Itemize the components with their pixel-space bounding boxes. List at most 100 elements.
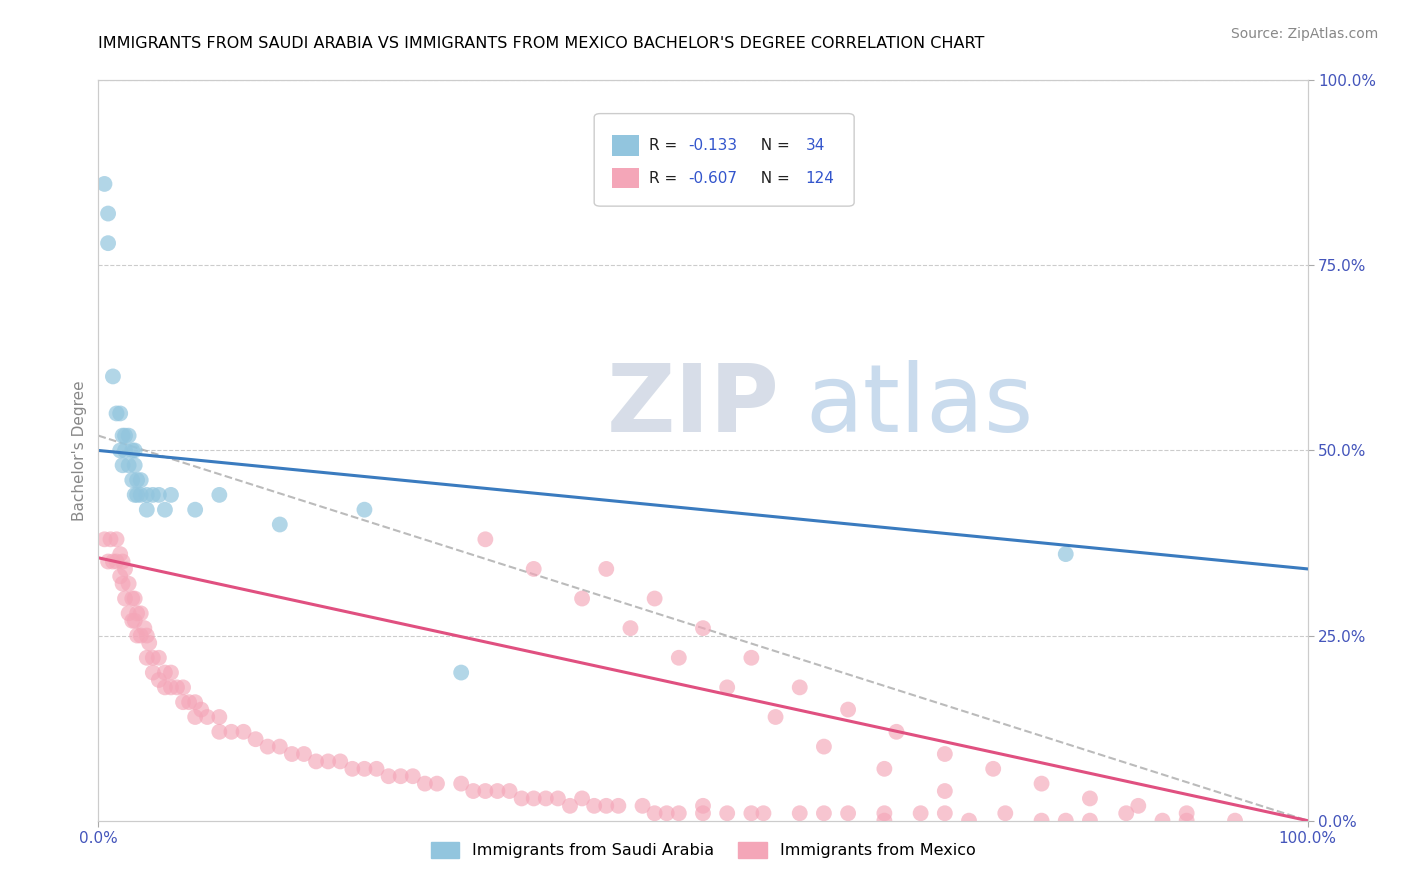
Point	[142, 665, 165, 680]
FancyBboxPatch shape	[613, 135, 638, 156]
Point	[195, 710, 218, 724]
Point	[655, 806, 678, 821]
Point	[93, 177, 115, 191]
Point	[153, 681, 176, 695]
Point	[184, 502, 207, 516]
Point	[118, 458, 141, 473]
Point	[124, 458, 146, 473]
Point	[486, 784, 509, 798]
Point	[910, 806, 932, 821]
Point	[510, 791, 533, 805]
Point	[256, 739, 278, 754]
Point	[127, 628, 149, 642]
Point	[208, 724, 231, 739]
Point	[934, 806, 956, 821]
Point	[153, 502, 176, 516]
Point	[129, 628, 152, 642]
Point	[1078, 791, 1101, 805]
Point	[101, 555, 124, 569]
Point	[269, 739, 291, 754]
Point	[402, 769, 425, 783]
Point	[114, 443, 136, 458]
Point	[595, 562, 617, 576]
Point	[101, 369, 124, 384]
Point	[124, 443, 146, 458]
Point	[329, 755, 352, 769]
Point	[463, 784, 485, 798]
Text: atlas: atlas	[806, 360, 1033, 452]
Point	[353, 502, 375, 516]
Point	[534, 791, 557, 805]
Point	[668, 806, 690, 821]
Point	[1031, 776, 1053, 791]
Point	[114, 591, 136, 606]
Point	[316, 755, 339, 769]
Text: Source: ZipAtlas.com: Source: ZipAtlas.com	[1230, 27, 1378, 41]
Text: R =: R =	[648, 170, 682, 186]
Text: 34: 34	[806, 138, 825, 153]
Point	[138, 636, 160, 650]
Point	[118, 607, 141, 621]
Point	[135, 488, 157, 502]
Text: -0.133: -0.133	[689, 138, 738, 153]
Point	[1175, 814, 1198, 828]
Point	[692, 806, 714, 821]
Point	[142, 488, 165, 502]
Text: N =: N =	[751, 170, 794, 186]
Point	[93, 533, 115, 547]
Point	[208, 710, 231, 724]
Point	[127, 607, 149, 621]
Point	[789, 681, 811, 695]
Point	[1031, 814, 1053, 828]
Point	[934, 747, 956, 761]
Point	[108, 443, 131, 458]
Point	[389, 769, 412, 783]
Point	[190, 703, 212, 717]
Point	[148, 673, 170, 687]
Point	[668, 650, 690, 665]
Point	[111, 576, 134, 591]
Point	[245, 732, 267, 747]
Point	[160, 488, 183, 502]
Point	[523, 791, 546, 805]
FancyBboxPatch shape	[613, 168, 638, 188]
Point	[1054, 547, 1077, 561]
Point	[160, 681, 183, 695]
Point	[377, 769, 399, 783]
Text: N =: N =	[751, 138, 794, 153]
Point	[148, 650, 170, 665]
Point	[450, 665, 472, 680]
Point	[292, 747, 315, 761]
Point	[957, 814, 980, 828]
Point	[124, 614, 146, 628]
Point	[426, 776, 449, 791]
Point	[121, 614, 143, 628]
Point	[153, 665, 176, 680]
Point	[740, 806, 762, 821]
Point	[135, 650, 157, 665]
Point	[179, 695, 201, 709]
Point	[148, 488, 170, 502]
Point	[124, 488, 146, 502]
Point	[571, 791, 593, 805]
Point	[716, 806, 738, 821]
Point	[305, 755, 328, 769]
Point	[121, 473, 143, 487]
Point	[129, 473, 152, 487]
Point	[135, 502, 157, 516]
Point	[1223, 814, 1246, 828]
Point	[184, 710, 207, 724]
Point	[474, 533, 496, 547]
Point	[281, 747, 304, 761]
Text: IMMIGRANTS FROM SAUDI ARABIA VS IMMIGRANTS FROM MEXICO BACHELOR'S DEGREE CORRELA: IMMIGRANTS FROM SAUDI ARABIA VS IMMIGRAN…	[98, 36, 984, 51]
Point	[1152, 814, 1174, 828]
Point	[105, 533, 128, 547]
Point	[740, 650, 762, 665]
Point	[523, 562, 546, 576]
Point	[172, 695, 194, 709]
Point	[873, 806, 896, 821]
Point	[97, 206, 120, 220]
Point	[97, 236, 120, 251]
Point	[498, 784, 520, 798]
Point	[111, 555, 134, 569]
